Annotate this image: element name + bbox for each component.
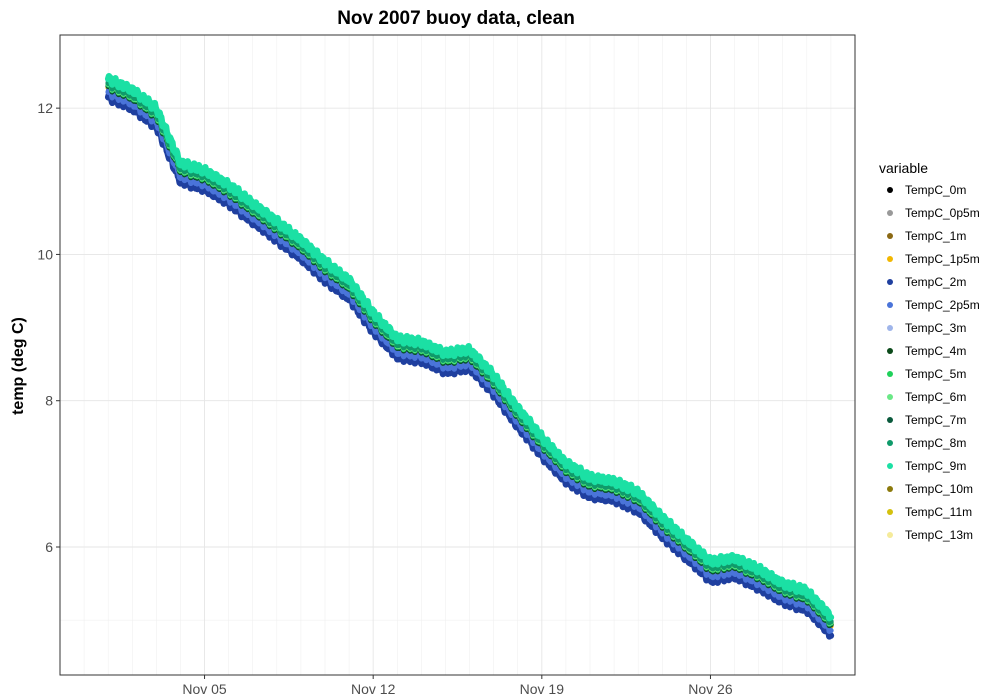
legend-item-TempC_3m: TempC_3m xyxy=(887,321,966,335)
plot-border xyxy=(59,34,856,676)
legend-item-TempC_1m: TempC_1m xyxy=(887,229,966,243)
x-axis: Nov 05 Nov 12 Nov 19 Nov 26 xyxy=(182,675,733,697)
x-tick-label: Nov 19 xyxy=(520,681,565,697)
legend-item-TempC_4m: TempC_4m xyxy=(887,344,966,358)
legend-item-TempC_8m: TempC_8m xyxy=(887,436,966,450)
legend-key-TempC_7m xyxy=(887,417,893,423)
legend-label-TempC_5m: TempC_5m xyxy=(905,367,966,381)
legend-label-TempC_0p5m: TempC_0p5m xyxy=(905,206,980,220)
legend-label-TempC_10m: TempC_10m xyxy=(905,482,973,496)
legend-item-TempC_11m: TempC_11m xyxy=(887,505,972,519)
y-tick-label: 6 xyxy=(45,539,53,555)
series-band-TempC_9m xyxy=(104,72,835,622)
legend-label-TempC_2p5m: TempC_2p5m xyxy=(905,298,980,312)
legend-label-TempC_4m: TempC_4m xyxy=(905,344,966,358)
legend-key-TempC_1m xyxy=(887,233,893,239)
legend-key-TempC_1p5m xyxy=(887,256,893,262)
legend: variable TempC_0m TempC_0p5m TempC_1m TempC… xyxy=(879,160,980,542)
legend-item-TempC_6m: TempC_6m xyxy=(887,390,966,404)
legend-item-TempC_2m: TempC_2m xyxy=(887,275,966,289)
legend-key-TempC_9m xyxy=(887,463,893,469)
legend-label-TempC_0m: TempC_0m xyxy=(905,183,966,197)
legend-label-TempC_9m: TempC_9m xyxy=(905,459,966,473)
legend-label-TempC_1p5m: TempC_1p5m xyxy=(905,252,980,266)
x-tick-label: Nov 12 xyxy=(351,681,396,697)
legend-item-TempC_13m: TempC_13m xyxy=(887,528,973,542)
legend-key-TempC_13m xyxy=(887,532,893,538)
y-axis-label: temp (deg C) xyxy=(10,317,27,415)
legend-key-TempC_2m xyxy=(887,279,893,285)
x-tick-label: Nov 26 xyxy=(688,681,733,697)
legend-item-TempC_10m: TempC_10m xyxy=(887,482,973,496)
legend-key-TempC_10m xyxy=(887,486,893,492)
legend-key-TempC_5m xyxy=(887,371,893,377)
legend-label-TempC_6m: TempC_6m xyxy=(905,390,966,404)
legend-key-TempC_6m xyxy=(887,394,893,400)
legend-key-TempC_0p5m xyxy=(887,210,893,216)
legend-label-TempC_7m: TempC_7m xyxy=(905,413,966,427)
y-axis: 6 8 10 12 xyxy=(37,100,60,555)
legend-title: variable xyxy=(879,160,928,176)
legend-item-TempC_9m: TempC_9m xyxy=(887,459,966,473)
legend-label-TempC_11m: TempC_11m xyxy=(905,505,972,519)
x-tick-label: Nov 05 xyxy=(182,681,227,697)
y-tick-label: 10 xyxy=(37,246,53,262)
legend-key-TempC_3m xyxy=(887,325,893,331)
legend-item-TempC_2p5m: TempC_2p5m xyxy=(887,298,980,312)
legend-label-TempC_2m: TempC_2m xyxy=(905,275,966,289)
series-TempC_9m xyxy=(104,72,835,622)
series-layer xyxy=(104,72,835,640)
legend-item-TempC_7m: TempC_7m xyxy=(887,413,966,427)
legend-item-TempC_0p5m: TempC_0p5m xyxy=(887,206,980,220)
legend-key-TempC_2p5m xyxy=(887,302,893,308)
legend-key-TempC_8m xyxy=(887,440,893,446)
legend-item-TempC_5m: TempC_5m xyxy=(887,367,966,381)
legend-item-TempC_0m: TempC_0m xyxy=(887,183,966,197)
legend-label-TempC_3m: TempC_3m xyxy=(905,321,966,335)
chart-title: Nov 2007 buoy data, clean xyxy=(337,8,575,29)
legend-label-TempC_8m: TempC_8m xyxy=(905,436,966,450)
legend-label-TempC_1m: TempC_1m xyxy=(905,229,966,243)
legend-item-TempC_1p5m: TempC_1p5m xyxy=(887,252,980,266)
legend-key-TempC_0m xyxy=(887,187,893,193)
grid-major xyxy=(60,35,855,675)
legend-label-TempC_13m: TempC_13m xyxy=(905,528,973,542)
y-tick-label: 8 xyxy=(45,393,53,409)
legend-key-TempC_4m xyxy=(887,348,893,354)
y-tick-label: 12 xyxy=(37,100,53,116)
legend-key-TempC_11m xyxy=(887,509,893,515)
